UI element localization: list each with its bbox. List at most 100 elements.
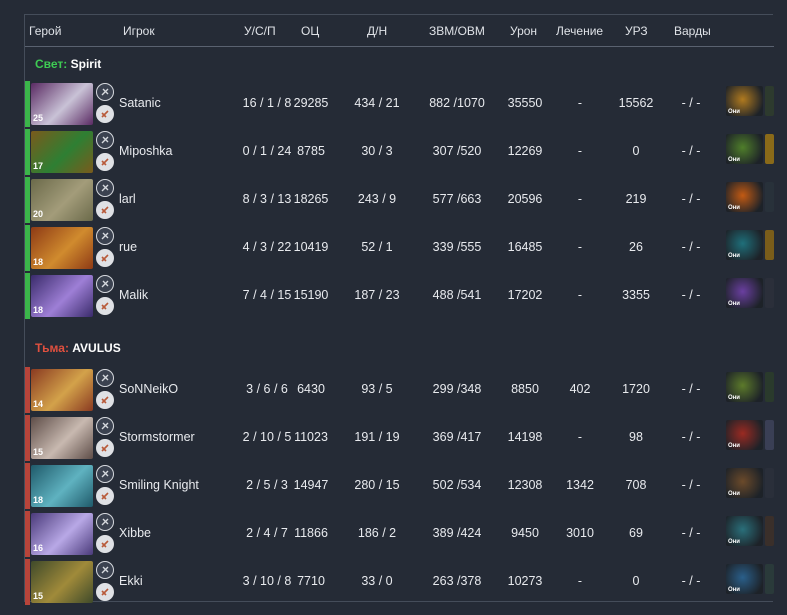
clinkz-portrait[interactable]: 18 (31, 227, 93, 269)
player-name[interactable]: Ekki (119, 574, 143, 588)
col-gpm-xpm[interactable]: ЗВМ/ОВМ (429, 24, 485, 38)
col-healing[interactable]: Лечение (556, 24, 604, 38)
team-color-bar (25, 273, 30, 319)
hero-level: 18 (33, 495, 44, 505)
hero-level: 14 (33, 399, 44, 409)
healing-value: - (577, 96, 583, 110)
table-row[interactable]: 16 Xibbe 2 / 4 / 7 11866 186 / 2 389 /424 945… (25, 511, 774, 557)
col-player[interactable]: Игрок (123, 24, 155, 38)
item-slot-icon[interactable]: Они (726, 516, 763, 546)
snapfire-portrait[interactable]: 17 (31, 131, 93, 173)
col-networth[interactable]: ОЦ (301, 24, 320, 38)
networth-value: 18265 (293, 192, 329, 206)
item-slot-icon[interactable]: Они (726, 182, 763, 212)
damage-value: 10273 (507, 574, 543, 588)
item-slot-icon[interactable]: Они (726, 420, 763, 450)
item-slot-icon[interactable] (765, 278, 774, 308)
col-kda[interactable]: У/С/П (244, 24, 276, 38)
item-slot-icon[interactable]: Они (726, 468, 763, 498)
player-name[interactable]: rue (119, 240, 138, 254)
support-role-icon (96, 561, 114, 579)
item-slot-icon[interactable] (765, 134, 774, 164)
col-lh-dn[interactable]: Д/Н (367, 24, 388, 38)
table-row[interactable]: 25 Satanic 16 / 1 / 8 29285 434 / 21 882 /10… (25, 81, 774, 127)
gpm-xpm-value: 488 /541 (432, 288, 482, 302)
player-name[interactable]: Satanic (119, 96, 161, 110)
void-spirit-portrait[interactable]: 18 (31, 275, 93, 317)
building-value: 708 (625, 478, 647, 492)
wards-value: - / - (681, 144, 701, 158)
damage-value: 12269 (507, 144, 543, 158)
table-row[interactable]: 17 Miposhka 0 / 1 / 24 8785 30 / 3 307 /520 1… (25, 129, 774, 175)
player-name[interactable]: Xibbe (119, 526, 151, 540)
table-row[interactable]: 20 larl 8 / 3 / 13 18265 243 / 9 577 /663 205… (25, 177, 774, 223)
gpm-xpm-value: 369 /417 (432, 430, 482, 444)
tidehunter-portrait[interactable]: 18 (31, 465, 93, 507)
item-slot-icon[interactable]: Они (726, 564, 763, 594)
nature-prophet-portrait[interactable]: 15 (31, 561, 93, 603)
col-wards[interactable]: Варды (674, 24, 711, 38)
team-color-bar (25, 559, 30, 605)
building-value: 0 (632, 574, 640, 588)
item-slot-icon[interactable]: Они (726, 278, 763, 308)
kda-value: 8 / 3 / 13 (242, 192, 292, 206)
lh-dn-value: 93 / 5 (361, 382, 393, 396)
healing-value: 1342 (566, 478, 594, 492)
jungle-lane-icon (96, 391, 114, 409)
queen-of-pain-portrait[interactable]: 25 (31, 83, 93, 125)
item-slot-icon[interactable]: Они (726, 230, 763, 260)
item-slot-icon[interactable] (765, 468, 774, 498)
player-name[interactable]: larl (119, 192, 136, 206)
player-name[interactable]: Miposhka (119, 144, 173, 158)
item-slot-icon[interactable]: Они (726, 86, 763, 116)
item-slot-icon[interactable]: Они (726, 372, 763, 402)
support-role-icon (96, 131, 114, 149)
col-building[interactable]: УРЗ (625, 24, 648, 38)
kda-value: 16 / 1 / 8 (242, 96, 292, 110)
item-slot-icon[interactable] (765, 564, 774, 594)
healing-value: 3010 (566, 526, 594, 540)
col-hero[interactable]: Герой (29, 24, 62, 38)
table-row[interactable]: 15 Stormstormer 2 / 10 / 5 11023 191 / 19 36… (25, 415, 774, 461)
item-slot-icon[interactable]: Они (726, 134, 763, 164)
damage-value: 14198 (507, 430, 543, 444)
networth-value: 11866 (294, 526, 328, 540)
team-dire-title: Тьма: AVULUS (35, 341, 121, 355)
kda-value: 0 / 1 / 24 (242, 144, 292, 158)
healing-value: - (577, 574, 583, 588)
dark-willow-portrait[interactable]: 16 (31, 513, 93, 555)
item-slot-icon[interactable] (765, 420, 774, 450)
table-row[interactable]: 15 Ekki 3 / 10 / 8 7710 33 / 0 263 /378 10273… (25, 559, 774, 605)
player-name[interactable]: SoNNeikO (119, 382, 179, 396)
table-row[interactable]: 18 Malik 7 / 4 / 15 15190 187 / 23 488 /541 1… (25, 273, 774, 319)
lh-dn-value: 243 / 9 (357, 192, 397, 206)
player-name[interactable]: Smiling Knight (119, 478, 199, 492)
item-slot-icon[interactable] (765, 516, 774, 546)
invoker-portrait[interactable]: 15 (31, 417, 93, 459)
item-slot-icon[interactable] (765, 86, 774, 116)
item-slot-icon[interactable] (765, 372, 774, 402)
roam-lane-icon (96, 439, 114, 457)
carry-role-icon (96, 83, 114, 101)
kda-value: 2 / 10 / 5 (242, 430, 292, 444)
team-side-label: Тьма: (35, 341, 69, 355)
player-name[interactable]: Stormstormer (119, 430, 195, 444)
table-row[interactable]: 18 Smiling Knight 2 / 5 / 3 14947 280 / 15 5… (25, 463, 774, 509)
offlane-lane-icon (96, 249, 114, 267)
gpm-xpm-value: 882 /1070 (429, 96, 485, 110)
healing-value: - (577, 144, 583, 158)
item-slot-icon[interactable] (765, 182, 774, 212)
hero-level: 15 (33, 591, 44, 601)
networth-value: 7710 (297, 574, 325, 588)
healing-value: - (577, 430, 583, 444)
damage-value: 12308 (507, 478, 543, 492)
dawnbreaker-portrait[interactable]: 14 (31, 369, 93, 411)
building-value: 0 (632, 144, 640, 158)
player-name[interactable]: Malik (119, 288, 149, 302)
wards-value: - / - (681, 574, 701, 588)
item-slot-icon[interactable] (765, 230, 774, 260)
table-row[interactable]: 18 rue 4 / 3 / 22 10419 52 / 1 339 /555 16485… (25, 225, 774, 271)
table-row[interactable]: 14 SoNNeikO 3 / 6 / 6 6430 93 / 5 299 /348 88… (25, 367, 774, 413)
col-damage[interactable]: Урон (510, 24, 538, 38)
tiny-portrait[interactable]: 20 (31, 179, 93, 221)
